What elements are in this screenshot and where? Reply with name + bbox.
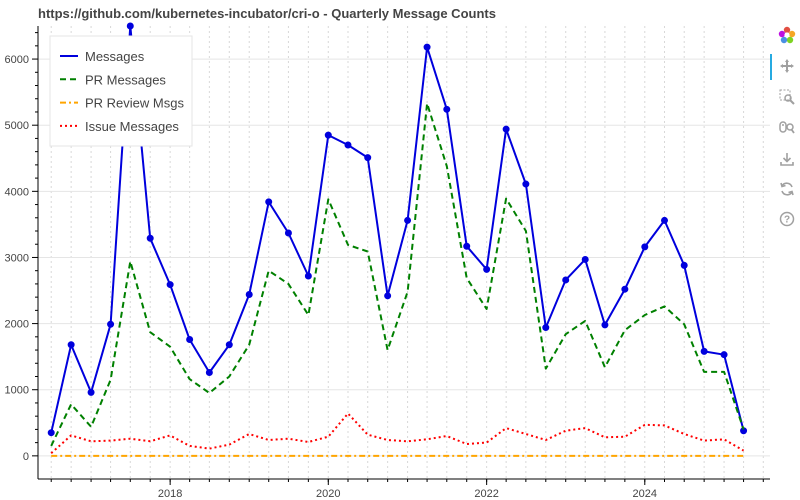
pan-icon[interactable] <box>778 57 796 75</box>
data-point[interactable] <box>245 290 253 298</box>
data-point[interactable] <box>324 131 332 139</box>
y-tick-label: 4000 <box>5 186 29 198</box>
data-point[interactable] <box>107 320 115 328</box>
data-point[interactable] <box>641 243 649 251</box>
data-point[interactable] <box>67 341 75 349</box>
chart-title: https://github.com/kubernetes-incubator/… <box>38 6 496 21</box>
data-point[interactable] <box>166 281 174 289</box>
data-point[interactable] <box>502 125 510 133</box>
x-tick-label: 2024 <box>633 488 657 500</box>
box-zoom-icon[interactable] <box>778 88 796 106</box>
data-point[interactable] <box>443 105 451 113</box>
data-point[interactable] <box>404 216 412 224</box>
y-tick-label: 6000 <box>5 54 29 66</box>
legend: Messages PR Messages PR Review Msgs Issue M… <box>49 35 193 147</box>
data-point[interactable] <box>265 198 273 206</box>
data-point[interactable] <box>562 276 570 284</box>
data-point[interactable] <box>304 272 312 280</box>
series-line-messages <box>50 25 745 433</box>
data-point[interactable] <box>661 216 669 224</box>
series-line-pr-messages <box>50 102 745 447</box>
series-line-issue-messages <box>50 412 745 454</box>
y-tick-label: 2000 <box>5 319 29 331</box>
data-point[interactable] <box>186 335 194 343</box>
svg-text:?: ? <box>784 215 790 226</box>
legend-entry: PR Messages <box>85 72 166 87</box>
y-tick-label: 5000 <box>5 120 29 132</box>
data-point[interactable] <box>284 229 292 237</box>
y-tick-label: 0 <box>23 451 29 463</box>
data-point[interactable] <box>601 321 609 329</box>
legend-entry: Messages <box>85 49 145 64</box>
data-point[interactable] <box>581 255 589 263</box>
data-point[interactable] <box>621 285 629 293</box>
data-point[interactable] <box>225 341 233 349</box>
data-point[interactable] <box>700 347 708 355</box>
reset-icon[interactable] <box>778 180 796 198</box>
x-tick-label: 2020 <box>316 488 340 500</box>
data-point[interactable] <box>364 154 372 162</box>
data-point[interactable] <box>680 261 688 269</box>
y-tick-label: 1000 <box>5 385 29 397</box>
data-point[interactable] <box>205 369 213 377</box>
data-point[interactable] <box>463 242 471 250</box>
legend-entry: Issue Messages <box>85 119 179 134</box>
data-point[interactable] <box>47 429 55 437</box>
y-tick-label: 3000 <box>5 252 29 264</box>
x-tick-label: 2022 <box>474 488 498 500</box>
series-layer <box>47 22 748 457</box>
help-icon[interactable]: ? <box>778 210 796 228</box>
data-point[interactable] <box>423 43 431 51</box>
save-icon[interactable] <box>778 150 796 168</box>
bokeh-logo-icon[interactable] <box>778 26 796 44</box>
data-point[interactable] <box>522 180 530 188</box>
legend-box <box>49 35 193 147</box>
data-point[interactable] <box>146 234 154 242</box>
data-point[interactable] <box>720 351 728 359</box>
x-tick-label: 2018 <box>158 488 182 500</box>
data-point[interactable] <box>126 22 134 30</box>
data-point[interactable] <box>87 388 95 396</box>
data-point[interactable] <box>542 324 550 332</box>
active-tool-indicator <box>770 54 772 80</box>
data-point[interactable] <box>483 265 491 273</box>
data-point[interactable] <box>384 292 392 300</box>
axes: 0 1000 2000 3000 4000 5000 6000 2018 2020 2022 202… <box>5 26 770 500</box>
wheel-zoom-icon[interactable] <box>778 118 796 136</box>
data-point[interactable] <box>344 141 352 149</box>
legend-entry: PR Review Msgs <box>85 96 184 111</box>
